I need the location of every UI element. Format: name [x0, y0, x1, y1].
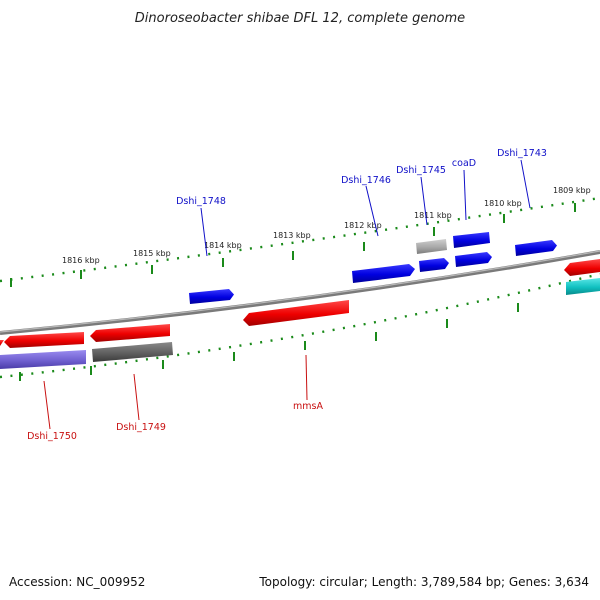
kbp-label-1810: 1810 kbp: [484, 199, 522, 208]
gene-dshi-1745[interactable]: [419, 258, 449, 272]
kbp-label-1814: 1814 kbp: [204, 241, 242, 250]
gene-dshi-1750-red[interactable]: [4, 332, 84, 348]
kbp-labels: 1816 kbp 1815 kbp 1814 kbp 1813 kbp 1812…: [62, 186, 591, 265]
kbp-label-1815: 1815 kbp: [133, 249, 171, 258]
gene-dshi-1749-red[interactable]: [90, 324, 170, 342]
gene-mmsa[interactable]: [243, 300, 349, 326]
accession-text: Accession: NC_009952: [9, 575, 145, 589]
gene-label-dshi-1748[interactable]: Dshi_1748: [176, 196, 226, 207]
gene-dshi-1746[interactable]: [352, 264, 415, 283]
gene-dshi-1750[interactable]: [0, 350, 86, 369]
kbp-label-1816: 1816 kbp: [62, 256, 100, 265]
gene-label-dshi-1743[interactable]: Dshi_1743: [497, 148, 547, 159]
gene-dshi-1749[interactable]: [92, 342, 173, 362]
gene-lightgrey-1[interactable]: [416, 239, 447, 254]
gene-labels-top: Dshi_1748 Dshi_1746 Dshi_1745 coaD Dshi_…: [176, 148, 547, 207]
major-ticks-inner: [19, 303, 519, 381]
gene-red-right[interactable]: [564, 259, 600, 276]
major-ticks-outer: [10, 203, 576, 287]
gene-dshi-1748[interactable]: [189, 289, 234, 304]
gene-label-coad[interactable]: coaD: [452, 158, 476, 169]
outer-tick-ring: [0, 196, 600, 283]
reverse-strand-genes: [0, 259, 600, 369]
gene-cyan-right[interactable]: [566, 278, 600, 295]
gene-labels-bottom: Dshi_1750 Dshi_1749 mmsA: [27, 401, 323, 442]
kbp-label-1812: 1812 kbp: [344, 221, 382, 230]
gene-blue-right-1[interactable]: [455, 252, 492, 267]
gene-coad[interactable]: [453, 232, 490, 248]
gene-label-dshi-1749[interactable]: Dshi_1749: [116, 422, 166, 433]
forward-strand-genes: [189, 232, 557, 304]
gene-red-left-stub[interactable]: [0, 340, 4, 346]
inner-tick-ring: [0, 272, 600, 379]
kbp-label-1809: 1809 kbp: [553, 186, 591, 195]
gene-label-dshi-1750[interactable]: Dshi_1750: [27, 431, 77, 442]
gene-label-dshi-1745[interactable]: Dshi_1745: [396, 165, 446, 176]
leader-lines-top: [200, 159, 531, 257]
genome-summary-text: Topology: circular; Length: 3,789,584 bp…: [258, 575, 589, 589]
gene-label-dshi-1746[interactable]: Dshi_1746: [341, 175, 391, 186]
gene-label-mmsa[interactable]: mmsA: [293, 401, 323, 412]
kbp-label-1813: 1813 kbp: [273, 231, 311, 240]
gene-dshi-1743[interactable]: [515, 240, 557, 256]
map-title: Dinoroseobacter shibae DFL 12, complete …: [135, 11, 465, 26]
kbp-label-1811: 1811 kbp: [414, 211, 452, 220]
leader-lines-bottom: [43, 354, 308, 430]
genome-backbone: [0, 250, 600, 335]
